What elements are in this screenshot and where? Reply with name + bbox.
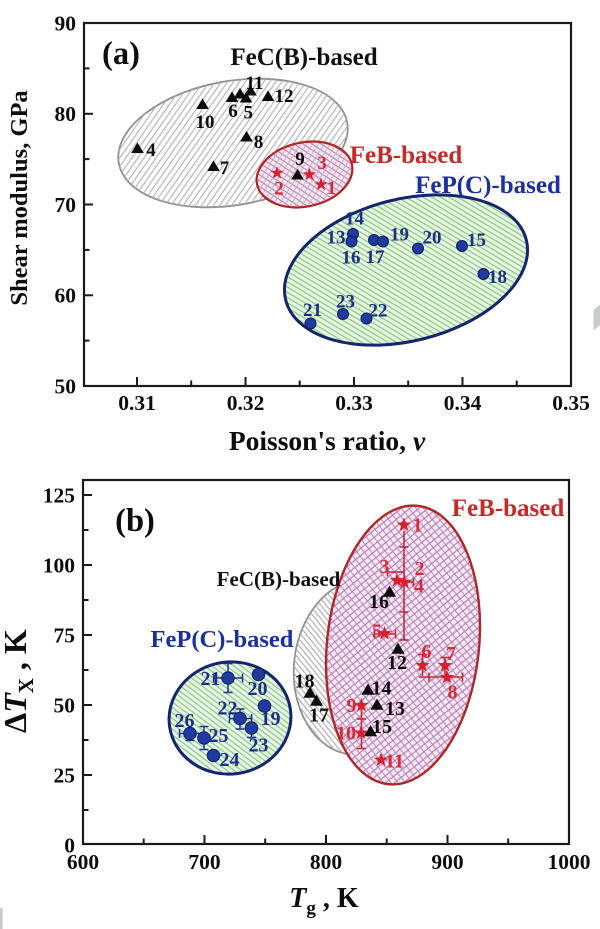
svg-text:FeC(B)-based: FeC(B)-based (217, 567, 341, 591)
svg-text:0.34: 0.34 (444, 391, 482, 415)
svg-text:10: 10 (336, 723, 356, 745)
svg-text:7: 7 (446, 643, 456, 665)
svg-text:900: 900 (431, 850, 463, 874)
svg-text:1000: 1000 (548, 850, 591, 874)
svg-text:7: 7 (220, 158, 230, 179)
svg-text:0.35: 0.35 (552, 391, 590, 415)
svg-text:11: 11 (246, 73, 264, 94)
svg-text:0: 0 (64, 833, 75, 857)
svg-text:6: 6 (228, 101, 238, 122)
svg-text:4: 4 (146, 140, 156, 161)
svg-text:(b): (b) (115, 503, 155, 539)
svg-text:1: 1 (413, 515, 423, 537)
svg-text:(a): (a) (102, 36, 140, 72)
svg-text:2: 2 (274, 179, 284, 200)
svg-text:5: 5 (372, 621, 382, 643)
svg-text:4: 4 (414, 576, 424, 598)
svg-text:22: 22 (218, 698, 238, 720)
svg-text:8: 8 (254, 132, 264, 153)
svg-text:26: 26 (175, 710, 195, 732)
svg-text:18: 18 (295, 671, 315, 693)
svg-text:75: 75 (54, 623, 76, 647)
svg-text:19: 19 (390, 225, 409, 246)
svg-text:25: 25 (54, 763, 76, 787)
svg-text:18: 18 (488, 267, 507, 288)
svg-text:800: 800 (310, 850, 342, 874)
svg-text:11: 11 (385, 751, 404, 773)
svg-text:1: 1 (327, 178, 337, 199)
svg-text:FeC(B)-based: FeC(B)-based (230, 44, 377, 71)
svg-text:10: 10 (196, 112, 215, 133)
svg-text:24: 24 (220, 749, 240, 771)
svg-text:23: 23 (336, 292, 355, 313)
svg-text:13: 13 (385, 698, 405, 720)
svg-text:23: 23 (249, 735, 269, 757)
svg-text:16: 16 (342, 248, 361, 269)
svg-text:12: 12 (387, 652, 407, 674)
svg-text:2: 2 (415, 558, 425, 580)
svg-text:17: 17 (309, 705, 329, 727)
svg-text:15: 15 (467, 230, 486, 251)
svg-text:0.33: 0.33 (335, 391, 373, 415)
svg-text:3: 3 (380, 556, 390, 578)
svg-text:50: 50 (54, 693, 76, 717)
svg-text:60: 60 (55, 284, 77, 308)
svg-text:100: 100 (43, 553, 75, 577)
svg-text:90: 90 (55, 11, 77, 35)
svg-text:0.32: 0.32 (227, 391, 265, 415)
svg-text:600: 600 (67, 850, 99, 874)
svg-text:25: 25 (209, 725, 229, 747)
svg-text:125: 125 (43, 483, 75, 507)
svg-text:FeB-based: FeB-based (452, 495, 565, 522)
svg-text:8: 8 (448, 682, 458, 704)
svg-text:14: 14 (345, 209, 365, 230)
svg-text:3: 3 (317, 153, 327, 174)
svg-text:17: 17 (366, 247, 386, 268)
svg-text:19: 19 (261, 708, 281, 730)
svg-text:700: 700 (188, 850, 220, 874)
svg-text:12: 12 (275, 86, 294, 107)
svg-text:20: 20 (423, 228, 442, 249)
svg-text:9: 9 (295, 149, 305, 170)
svg-text:80: 80 (55, 102, 77, 126)
svg-text:50: 50 (55, 374, 77, 398)
svg-text:0.31: 0.31 (118, 391, 156, 415)
svg-text:16: 16 (369, 591, 389, 613)
svg-text:13: 13 (327, 228, 346, 249)
svg-text:6: 6 (422, 641, 432, 663)
svg-text:Tg , K: Tg , K (289, 883, 359, 919)
svg-text:70: 70 (55, 193, 77, 217)
svg-text:15: 15 (372, 716, 392, 738)
svg-text:FeP(C)-based: FeP(C)-based (151, 626, 294, 653)
svg-text:Shear modulus, GPa: Shear modulus, GPa (6, 90, 33, 305)
svg-text:Poisson's ratio, ν: Poisson's ratio, ν (229, 425, 426, 456)
svg-text:FeP(C)-based: FeP(C)-based (415, 172, 561, 199)
svg-text:20: 20 (248, 678, 268, 700)
svg-text:14: 14 (372, 678, 392, 700)
svg-text:22: 22 (369, 301, 388, 322)
svg-text:9: 9 (347, 695, 357, 717)
svg-text:21: 21 (303, 300, 322, 321)
svg-text:21: 21 (201, 668, 221, 690)
svg-text:FeB-based: FeB-based (350, 142, 463, 169)
svg-text:5: 5 (244, 103, 254, 124)
